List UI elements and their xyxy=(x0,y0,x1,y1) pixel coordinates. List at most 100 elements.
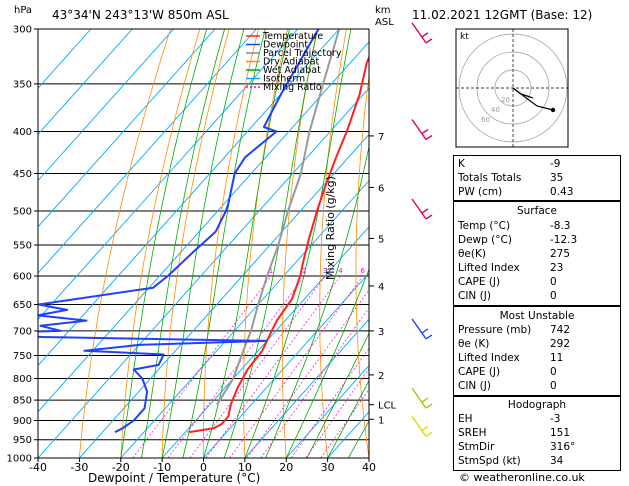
mixing-ratio-label: 10 xyxy=(388,267,397,275)
legend-label: Temperature xyxy=(262,31,323,42)
altitude-tick-label: 5 xyxy=(378,234,384,245)
mixing-ratio-label: 4 xyxy=(338,267,343,275)
dry-adiabat-line xyxy=(319,29,347,458)
wind-barb-flag xyxy=(425,134,433,141)
altitude-tick-label: 1 xyxy=(378,415,384,426)
hodo-value: 316° xyxy=(550,441,576,453)
altitude-tick-label: 4 xyxy=(378,282,384,293)
index-value: 0.43 xyxy=(550,186,574,198)
wind-barb-shaft xyxy=(411,198,427,220)
mu-value: 11 xyxy=(550,352,564,364)
dry-adiabat-line xyxy=(120,29,201,458)
wet-adiabat-line xyxy=(161,29,245,458)
mu-label: CAPE (J) xyxy=(458,366,501,378)
altitude-tick-label: 7 xyxy=(378,132,384,143)
isotherm-line xyxy=(38,29,340,367)
temperature-tick-label: -20 xyxy=(112,461,130,474)
hodograph-ring-label: 60 xyxy=(481,116,490,124)
wind-barb-flag xyxy=(425,38,433,44)
surface-value: 275 xyxy=(550,248,571,260)
hpa-label: hPa xyxy=(14,5,33,16)
hodograph-title: Hodograph xyxy=(507,399,567,411)
pressure-tick-label: 500 xyxy=(13,207,32,218)
dry-adiabat-line xyxy=(203,29,259,458)
pressure-tick-label: 900 xyxy=(13,416,32,427)
hodograph-box: Hodograph EH -3 SREH 151 StmDir 316° StmSpd… xyxy=(453,396,621,471)
pressure-tick-label: 450 xyxy=(13,169,32,180)
y-axis-right-title: Mixing Ratio (g/kg) xyxy=(324,176,337,280)
legend-label: Dry Adiabat xyxy=(263,57,320,68)
wet-adiabat-line xyxy=(306,332,369,458)
wet-adiabat-line xyxy=(244,29,352,458)
mixing-ratio-line xyxy=(167,275,305,458)
mu-value: 0 xyxy=(550,380,557,392)
hodo-label: StmSpd (kt) xyxy=(458,455,521,467)
hodograph-trace xyxy=(512,87,554,111)
pressure-tick-label: 700 xyxy=(13,326,32,337)
mu-value: 742 xyxy=(550,324,571,336)
parcel-trajectory-line xyxy=(216,29,341,406)
mixing-ratio-line xyxy=(260,307,369,458)
pressure-tick-label: 400 xyxy=(13,127,32,138)
wind-barb-flag xyxy=(421,128,429,135)
wind-barb-flag xyxy=(421,425,429,431)
wind-barb-shaft xyxy=(411,119,427,140)
mu-label: θe (K) xyxy=(458,338,490,350)
wet-adiabat-line xyxy=(141,29,225,458)
wind-barb-flag xyxy=(421,328,429,334)
most-unstable-title: Most Unstable xyxy=(499,310,575,322)
surface-label: Lifted Index xyxy=(458,262,520,274)
surface-value: 0 xyxy=(550,290,557,302)
surface-label: Temp (°C) xyxy=(458,220,511,232)
temperature-line xyxy=(189,54,369,434)
isotherm-line xyxy=(120,179,369,458)
surface-value: 23 xyxy=(550,262,564,274)
pressure-tick-label: 850 xyxy=(13,396,32,407)
mixing-ratio-line xyxy=(246,289,369,458)
mixing-ratio-label: 25 xyxy=(444,267,453,275)
indices-panel: K -9 Totals Totals 35 PW (cm) 0.43 Surface … xyxy=(453,155,621,471)
index-value: -9 xyxy=(550,158,561,170)
wind-barb-shaft xyxy=(411,415,427,437)
dry-adiabat-line xyxy=(243,29,289,458)
legend-label: Mixing Ratio xyxy=(263,82,322,93)
mu-value: 292 xyxy=(550,338,571,350)
mixing-ratio-line xyxy=(320,388,369,458)
mixing-ratio-label: 1 xyxy=(269,267,273,275)
dry-adiabat-line xyxy=(355,73,369,458)
temperature-tick-label: -40 xyxy=(29,461,47,474)
altitude-tick-label: 2 xyxy=(378,371,384,382)
index-label: PW (cm) xyxy=(458,186,503,198)
pressure-tick-label: 1000 xyxy=(7,454,32,465)
dry-adiabat-line xyxy=(391,29,410,458)
temperature-tick-label: 0 xyxy=(200,461,207,474)
surface-value: 0 xyxy=(550,276,557,288)
dewpoint-line xyxy=(38,29,320,433)
wind-barb-flag xyxy=(421,397,429,403)
x-axis-title: Dewpoint / Temperature (°C) xyxy=(88,471,261,485)
wet-adiabat-line xyxy=(265,144,369,458)
wind-barb-flag xyxy=(425,214,433,220)
pressure-tick-label: 300 xyxy=(13,25,32,36)
legend-label: Isotherm xyxy=(263,74,305,85)
hodo-value: 34 xyxy=(550,455,564,467)
legend-label: Dewpoint xyxy=(263,40,308,51)
isotherm-line xyxy=(161,226,369,458)
mu-value: 0 xyxy=(550,366,557,378)
km-label: km ASL xyxy=(375,5,394,28)
hodo-label: StmDir xyxy=(458,441,495,453)
temperature-tick-label: 20 xyxy=(279,461,293,474)
pressure-tick-label: 750 xyxy=(13,351,32,362)
index-label: Totals Totals xyxy=(458,172,522,184)
mu-label: Pressure (mb) xyxy=(458,324,532,336)
surface-box: Surface Temp (°C) -8.3 Dewp (°C) -12.3 θe(… xyxy=(453,201,621,306)
temperature-tick-label: 40 xyxy=(362,461,376,474)
hodo-value: -3 xyxy=(550,413,561,425)
hodograph-ring-label: 20 xyxy=(501,96,510,104)
hodo-label: SREH xyxy=(458,427,487,439)
wind-barb-shaft xyxy=(411,318,427,340)
hodograph-unit-label: kt xyxy=(460,32,469,42)
index-label: K xyxy=(458,158,465,170)
wind-barb-flag xyxy=(421,208,429,214)
